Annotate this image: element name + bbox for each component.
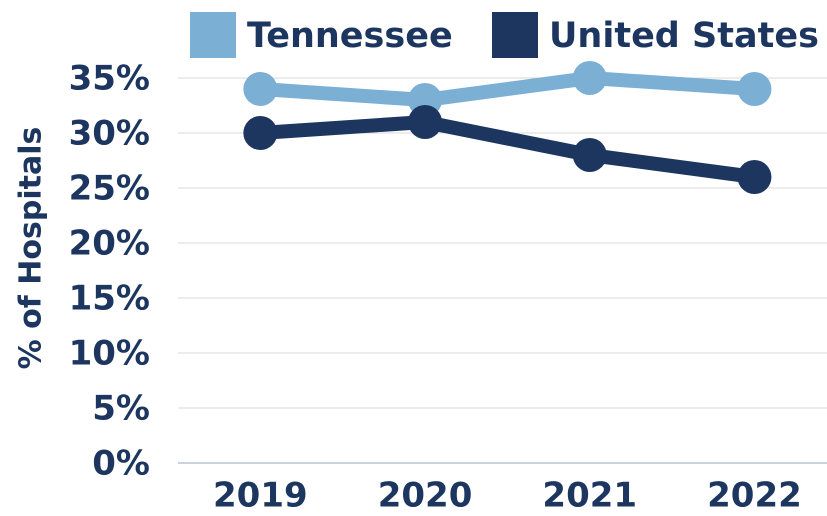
x-tick-label: 2022: [707, 476, 802, 516]
x-tick-label: 2020: [378, 476, 473, 516]
legend-swatch: [492, 12, 538, 58]
point: [572, 61, 607, 95]
y-tick-label: 5%: [92, 389, 150, 429]
point: [737, 160, 772, 194]
legend-swatch: [190, 12, 236, 58]
point: [737, 72, 772, 106]
x-tick-label: 2021: [542, 476, 637, 516]
legend-label: United States: [549, 16, 819, 56]
legend-label: Tennessee: [247, 16, 453, 56]
y-tick-label: 30%: [69, 114, 150, 154]
point: [408, 105, 443, 139]
y-tick-label: 15%: [69, 279, 150, 319]
point: [243, 72, 278, 106]
series-line: [259, 115, 756, 184]
y-tick-label: 35%: [69, 59, 150, 99]
y-axis-title: % of Hospitals: [14, 127, 49, 370]
y-tick-label: 0%: [92, 444, 150, 484]
y-tick-label: 20%: [69, 224, 150, 264]
x-tick-label: 2019: [213, 476, 308, 516]
y-tick-label: 10%: [69, 334, 150, 374]
point: [572, 138, 607, 172]
y-tick-label: 25%: [69, 169, 150, 209]
series-line: [259, 71, 755, 107]
point: [243, 116, 278, 150]
